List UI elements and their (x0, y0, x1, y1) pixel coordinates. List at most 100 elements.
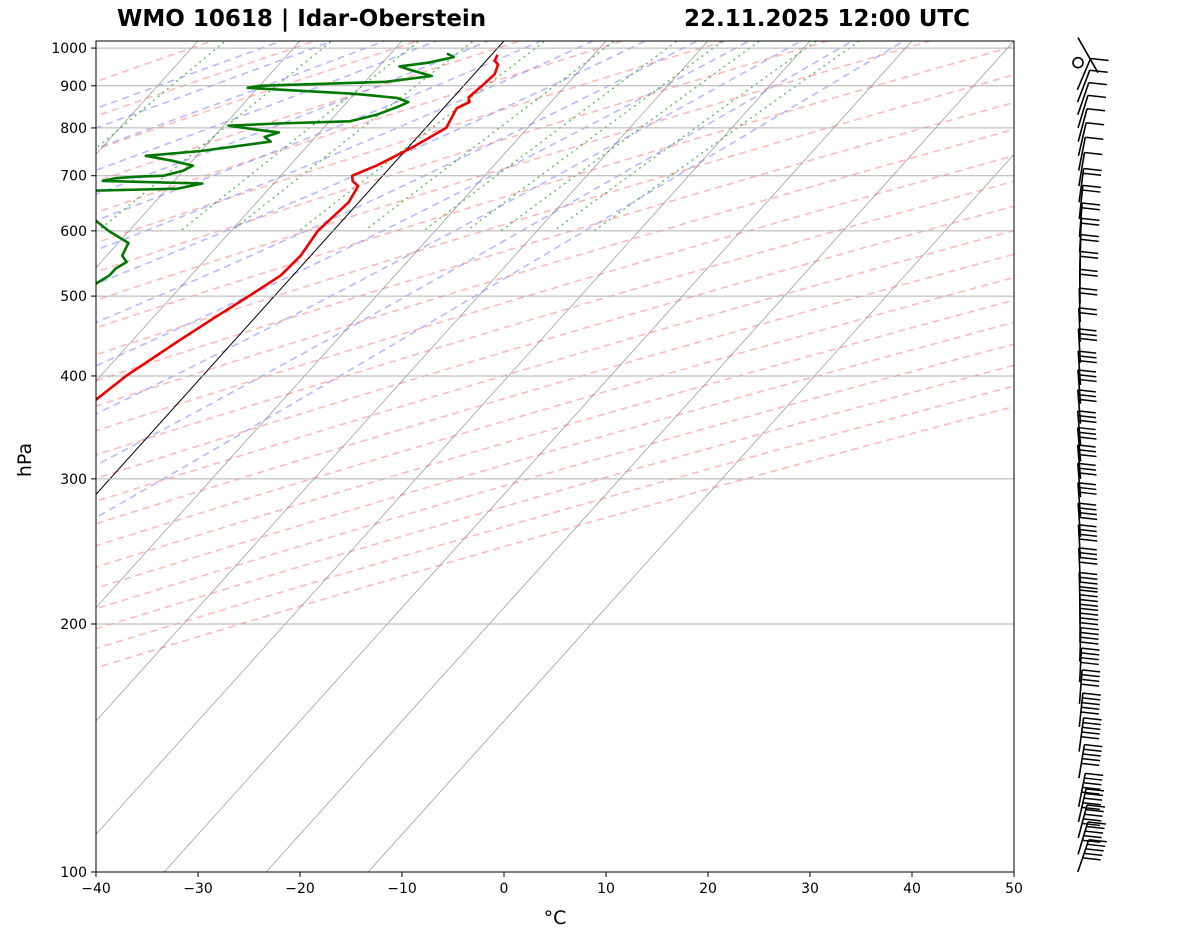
wind-barb-feather (1082, 189, 1101, 193)
x-axis-label: °C (544, 907, 567, 929)
dry-adiabat (96, 41, 215, 83)
wind-barb-feather (1083, 797, 1103, 801)
wind-barb-feather (1082, 172, 1102, 176)
wind-barb-feather (1080, 238, 1099, 243)
wind-barb-feather (1085, 848, 1104, 852)
wind-barb-feather (1080, 621, 1099, 626)
wind-barb-feather (1077, 389, 1096, 393)
wind-barb-feather (1085, 808, 1104, 813)
wind-barb-staff (1077, 122, 1087, 157)
isotherm (96, 41, 811, 835)
wind-barb-feather (1080, 736, 1100, 740)
wind-barb-feather (1078, 551, 1098, 556)
wind-barb-feather (1081, 647, 1100, 651)
wind-barb-feather (1082, 669, 1101, 673)
dry-adiabat (96, 154, 1014, 432)
wind-barb-staff (1078, 744, 1086, 779)
dry-adiabat (96, 253, 1014, 525)
isotherm (0, 31, 3, 891)
wind-barb-staff (1078, 717, 1085, 752)
wind-barb-calm (1072, 56, 1084, 69)
wind-barb-feather (1082, 822, 1101, 827)
wind-barb-feather (1077, 449, 1097, 453)
dry-adiabat (96, 321, 1014, 590)
wind-barb-feather (1079, 571, 1098, 576)
dry-adiabat (96, 299, 1014, 569)
wind-barb-staff (1076, 58, 1092, 91)
wind-barb-feather (1081, 701, 1100, 706)
wind-barb-feather (1077, 431, 1097, 436)
dry-adiabat (96, 73, 1014, 356)
wind-barb-staff (1077, 108, 1088, 142)
moist-adiabat (96, 41, 647, 285)
wind-barb-staff (1076, 70, 1091, 103)
wind-barb-feather (1080, 636, 1099, 640)
dry-adiabat (96, 128, 1014, 407)
dry-adiabat (96, 180, 1014, 456)
wind-barb-feather (1084, 852, 1103, 857)
isotherm (367, 153, 1014, 872)
wind-barb-feather (1078, 393, 1097, 398)
x-axis-ticks: −40 −30 −20 −10 0 10 20 30 40 50 (81, 872, 1023, 897)
y-tick-label: 300 (60, 472, 87, 488)
isotherm (265, 41, 1014, 872)
wind-barb-feather (1078, 453, 1097, 458)
x-tick-label: 50 (1005, 881, 1023, 897)
wind-barb-feather (1080, 255, 1099, 260)
wind-barb-feather (1087, 94, 1106, 99)
wind-barb-feather (1081, 806, 1100, 811)
moist-adiabat (96, 41, 439, 172)
wind-barb-feather (1085, 772, 1104, 777)
wind-barbs (1072, 37, 1109, 873)
wind-barb-staff (1077, 328, 1082, 363)
wind-barb-feather (1082, 786, 1101, 791)
wind-barb-feather (1081, 731, 1100, 735)
x-tick-label: −20 (285, 881, 315, 897)
isotherm (163, 41, 913, 872)
mixing-ratio-line (500, 41, 761, 232)
wind-barb-feather (1078, 528, 1097, 533)
wind-barb-feather (1077, 410, 1096, 414)
wind-barb-feather (1081, 652, 1100, 656)
mixing-ratio-line (180, 41, 421, 232)
wind-barb-feather (1083, 818, 1102, 822)
y-tick-label: 700 (60, 169, 87, 185)
dry-adiabat (96, 41, 626, 214)
wind-barb-feather (1079, 268, 1098, 273)
isotherm (96, 41, 709, 722)
wind-barb-feather (1080, 641, 1099, 645)
dry-adiabat (96, 276, 1014, 547)
background-lines (0, 31, 1014, 891)
wind-barb-feather (1079, 581, 1098, 585)
wind-barb-staff (1078, 648, 1083, 683)
wind-barb-feather (1086, 788, 1105, 792)
wind-barb-staff (1077, 95, 1089, 129)
wind-barb-feather (1079, 287, 1098, 291)
wind-barb-feather (1082, 692, 1101, 696)
wind-barb-feather (1080, 656, 1100, 661)
wind-barb-feather (1078, 350, 1097, 354)
wind-barb-feather (1080, 626, 1099, 631)
profiles (96, 52, 500, 402)
y-tick-label: 800 (60, 121, 87, 137)
wind-barb-feather (1077, 426, 1096, 431)
wind-barb-staff (1077, 82, 1090, 116)
dry-adiabat (96, 405, 1014, 669)
moist-adiabat (96, 41, 387, 150)
pressure-gridlines (96, 47, 1014, 873)
wind-barb-feather (1082, 802, 1101, 806)
wind-barb-feather (1077, 369, 1097, 373)
wind-barb-feather (1081, 673, 1100, 678)
dry-adiabat (96, 41, 318, 117)
wind-barb-staff (1078, 152, 1086, 187)
wind-barb-feather (1086, 108, 1106, 112)
wind-barb-feather (1077, 481, 1097, 486)
wind-barb-feather (1082, 857, 1101, 861)
wind-barb-feather (1079, 292, 1098, 296)
isotherm (96, 41, 607, 609)
wind-barb-staff (1078, 185, 1084, 220)
wind-barb-feather (1082, 726, 1101, 731)
wind-barb-staff (1077, 137, 1087, 171)
wind-barb-feather (1086, 804, 1106, 808)
wind-barb-feather (1079, 556, 1098, 561)
